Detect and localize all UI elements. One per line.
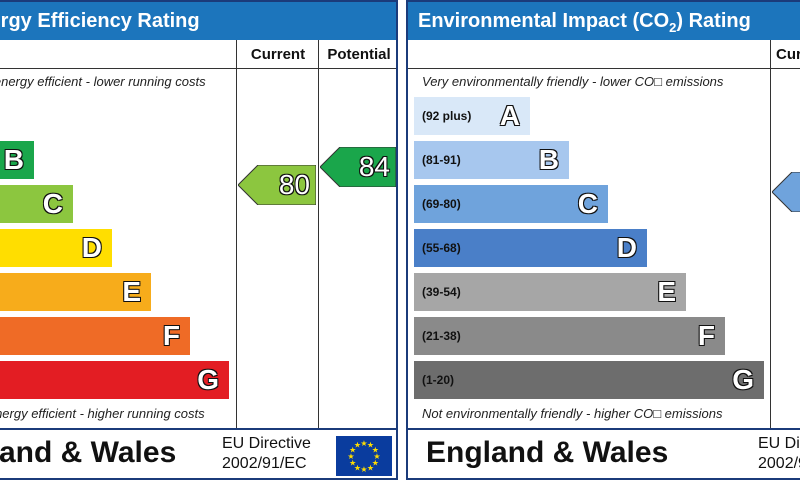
environment-band-g: (1-20) G [414,361,764,399]
energy-title-bar: Energy Efficiency Rating [0,2,396,40]
energy-directive: EU Directive 2002/91/EC [222,434,311,474]
environment-footer-region: England & Wales [426,436,669,469]
environment-title-prefix: Environmental Impact (CO [418,10,670,32]
environment-band-range: (55-68) [422,241,461,255]
eu-star-icon: ★ [347,452,354,461]
environment-band-range: (21-38) [422,329,461,343]
environment-band-letter: B [538,144,559,175]
energy-bottom-note: Not energy efficient - higher running co… [0,406,205,421]
energy-current-value-box: 80 [238,165,316,205]
environment-band-letter: A [499,100,520,131]
eu-star-icon: ★ [373,452,380,461]
environment-col-divider [770,40,771,428]
energy-title: Energy Efficiency Rating [0,10,200,32]
energy-col-divider-1 [236,40,237,428]
energy-band-d: D [0,229,112,267]
energy-potential-value: 84 [358,151,390,182]
eu-star-icon: ★ [360,465,367,474]
environment-band-range: (92 plus) [422,109,472,123]
eu-star-icon: ★ [372,459,379,468]
energy-band-f: F [0,317,190,355]
energy-potential-header: Potential [327,46,391,63]
energy-directive-line2: 2002/91/EC [222,455,307,472]
energy-footer-divider [0,428,396,430]
eu-star-icon: ★ [354,463,361,472]
eu-star-icon: ★ [354,441,361,450]
environment-band-range: (69-80) [422,197,461,211]
energy-col-divider-2 [318,40,319,428]
environment-directive: EU Directive 2002/91/EC [758,434,800,474]
eu-star-icon: ★ [349,459,356,468]
energy-current-header: Current [250,46,306,63]
environment-footer-divider [408,428,800,430]
environment-title-suffix: ) Rating [676,10,751,32]
energy-potential-arrow [320,147,396,187]
energy-band-c: C [0,185,73,223]
energy-current-arrow [238,165,316,205]
environment-band-c: (69-80) C [414,185,608,223]
environment-band-e: (39-54) E [414,273,686,311]
eu-star-icon: ★ [367,441,374,450]
eu-flag-icon: ★ ★ ★ ★ ★ ★ ★ ★ ★ ★ ★ ★ [336,436,392,476]
energy-header-divider [0,68,396,69]
environment-band-letter: C [577,188,598,219]
environment-title-bar: Environmental Impact (CO2) Rating [408,2,800,40]
environment-band-a: (92 plus) A [414,97,530,135]
energy-band-letter: F [162,320,180,351]
energy-band-letter: G [197,364,219,395]
energy-band-letter: C [42,188,63,219]
environment-header-divider [408,68,800,69]
environment-title-sub: 2 [669,20,677,35]
environment-top-note: Very environmentally friendly - lower CO… [422,74,724,89]
environment-band-letter: D [616,232,637,263]
environment-band-d: (55-68) D [414,229,647,267]
energy-potential-value-box: 84 [320,147,396,187]
energy-band-letter: B [3,144,24,175]
environment-band-range: (39-54) [422,285,461,299]
energy-directive-line1: EU Directive [222,435,311,452]
environment-directive-line2: 2002/91/EC [758,455,800,472]
energy-band-b: B [0,141,34,179]
eu-star-icon: ★ [360,439,367,448]
environment-current-arrow [772,172,800,212]
energy-current-value: 80 [278,169,310,200]
energy-efficiency-panel: Energy Efficiency Rating Current Potenti… [0,0,398,480]
environment-band-range: (81-91) [422,153,461,167]
environment-directive-line1: EU Directive [758,435,800,452]
environment-bottom-note: Not environmentally friendly - higher CO… [422,406,723,421]
eu-star-icon: ★ [349,446,356,455]
eu-star-icon: ★ [367,463,374,472]
energy-band-e: E [0,273,151,311]
energy-top-note: Very energy efficient - lower running co… [0,74,206,89]
energy-footer-region: England & Wales [0,436,177,469]
environment-band-letter: E [657,276,676,307]
environment-title: Environmental Impact (CO2) Rating [418,2,751,47]
environment-current-header: Current [776,46,800,63]
environmental-impact-panel: Environmental Impact (CO2) Rating Curren… [406,0,800,480]
environment-band-range: (1-20) [422,373,455,387]
energy-band-letter: E [122,276,141,307]
energy-band-letter: D [81,232,102,263]
environment-band-f: (21-38) F [414,317,725,355]
environment-band-letter: G [732,364,754,395]
environment-band-b: (81-91) B [414,141,569,179]
environment-band-letter: F [697,320,715,351]
energy-band-g: G [0,361,229,399]
eu-star-icon: ★ [372,446,379,455]
